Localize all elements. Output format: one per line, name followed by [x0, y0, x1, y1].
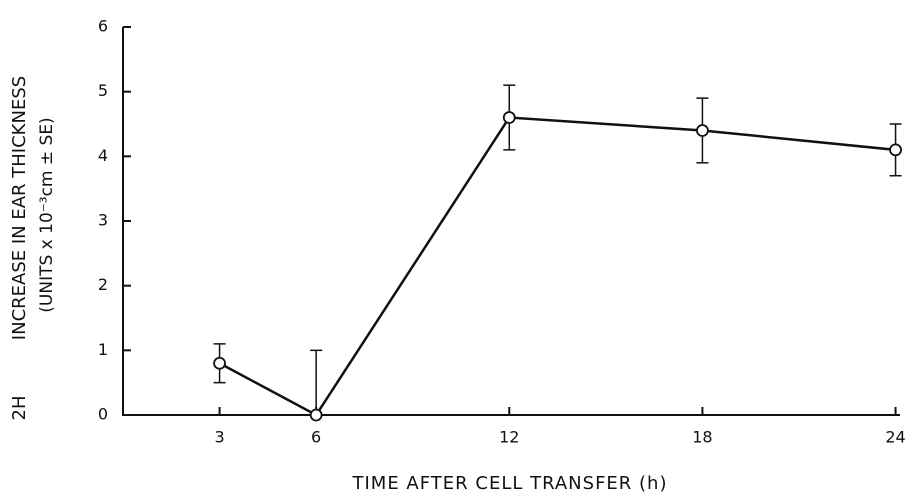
x-tick-label: 18: [692, 428, 712, 447]
data-point: [889, 143, 902, 157]
series-line: [218, 116, 896, 416]
y-tick-label: 5: [98, 81, 108, 100]
y-tick-label: 0: [98, 405, 108, 424]
x-axis-label: TIME AFTER CELL TRANSFER (h): [352, 473, 668, 494]
x-tick-label: 12: [499, 428, 519, 447]
x-tick-label: 6: [311, 428, 321, 447]
data-point: [696, 124, 709, 137]
y-axis-label-2: (UNITS x 10⁻³cm ± SE): [37, 117, 57, 312]
data-point: [309, 408, 323, 422]
side-label: 2H: [9, 396, 30, 421]
data-point: [213, 356, 226, 370]
y-tick-label: 3: [98, 211, 108, 230]
x-tick-label: 3: [214, 428, 224, 447]
y-axis-label: INCREASE IN EAR THICKNESS: [9, 76, 30, 340]
y-tick-label: 6: [98, 17, 108, 36]
y-tick-label: 1: [98, 340, 108, 359]
x-tick-label: 24: [885, 428, 905, 447]
data-point: [502, 111, 516, 124]
y-tick-label: 2: [98, 275, 108, 294]
y-tick-label: 4: [98, 146, 108, 165]
